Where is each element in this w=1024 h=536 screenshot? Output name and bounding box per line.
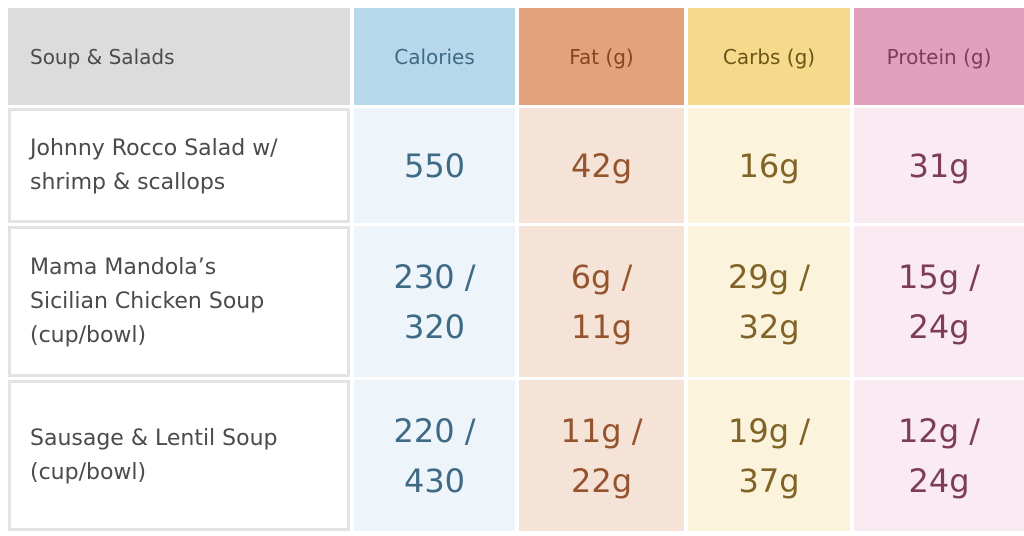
row-3-calories-value: 220 / 430: [393, 411, 476, 500]
row-1-carbs-value: 16g: [738, 146, 800, 185]
header-fat: Fat (g): [519, 8, 684, 105]
row-1-fat-value: 42g: [570, 146, 633, 185]
nutrition-table: Soup & Salads Calories Fat (g) Carbs (g)…: [8, 8, 1024, 531]
row-2-protein-value: 15g / 24g: [898, 257, 980, 346]
row-1-item: Johnny Rocco Salad w/ shrimp & scallops: [8, 108, 350, 223]
row-2-calories: 230 / 320: [354, 226, 515, 377]
row-3-protein: 12g / 24g: [854, 380, 1024, 531]
header-carbs: Carbs (g): [688, 8, 850, 105]
header-fat-label: Fat (g): [569, 44, 634, 69]
row-1-calories-value: 550: [403, 146, 466, 185]
row-2-fat-value: 6g / 11g: [570, 257, 633, 346]
header-calories: Calories: [354, 8, 515, 105]
row-2-carbs: 29g / 32g: [688, 226, 850, 377]
row-1-item-text: Johnny Rocco Salad w/ shrimp & scallops: [30, 135, 278, 195]
header-carbs-label: Carbs (g): [722, 44, 816, 69]
header-item: Soup & Salads: [8, 8, 350, 105]
row-3-calories: 220 / 430: [354, 380, 515, 531]
row-2-fat: 6g / 11g: [519, 226, 684, 377]
row-3-item-text: Sausage & Lentil Soup (cup/bowl): [30, 425, 278, 485]
row-3-fat-value: 11g / 22g: [560, 411, 643, 500]
row-1-calories: 550: [354, 108, 515, 223]
header-protein: Protein (g): [854, 8, 1024, 105]
row-1-protein-value: 31g: [908, 146, 970, 185]
row-2-protein: 15g / 24g: [854, 226, 1024, 377]
row-2-carbs-value: 29g / 32g: [728, 257, 810, 346]
row-3-fat: 11g / 22g: [519, 380, 684, 531]
row-3-item: Sausage & Lentil Soup (cup/bowl): [8, 380, 350, 531]
row-2-item: Mama Mandola’s Sicilian Chicken Soup (cu…: [8, 226, 350, 377]
row-3-carbs-value: 19g / 37g: [728, 411, 810, 500]
row-1-protein: 31g: [854, 108, 1024, 223]
row-1-fat: 42g: [519, 108, 684, 223]
row-1-carbs: 16g: [688, 108, 850, 223]
header-item-label: Soup & Salads: [30, 44, 175, 69]
row-2-item-text: Mama Mandola’s Sicilian Chicken Soup (cu…: [30, 254, 265, 348]
header-calories-label: Calories: [394, 44, 475, 69]
row-3-protein-value: 12g / 24g: [898, 411, 980, 500]
row-2-calories-value: 230 / 320: [393, 257, 476, 346]
header-protein-label: Protein (g): [886, 44, 992, 69]
row-3-carbs: 19g / 37g: [688, 380, 850, 531]
